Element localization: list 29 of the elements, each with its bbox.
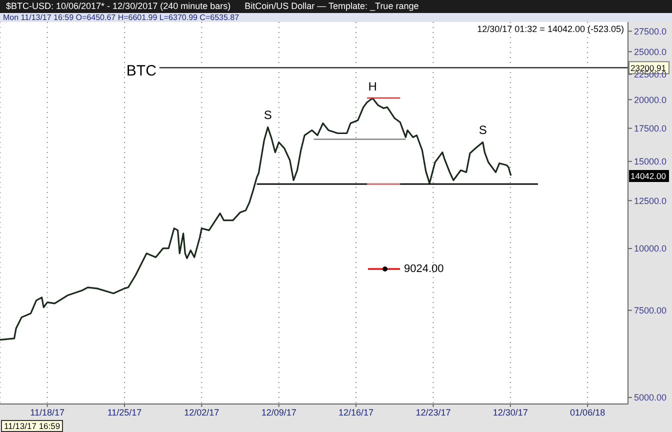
x-tick-label: 11/25/17 xyxy=(107,407,142,418)
x-tick-label: 12/02/17 xyxy=(184,407,220,418)
text: Mon 11/13/17 16:59 O=6450.67 H=6601.99 L=6370.99 C=6535.87 xyxy=(0,13,672,22)
text: 11/13/17 16:59 xyxy=(1,420,64,432)
y-tick-label: 15000.0 xyxy=(634,156,667,167)
text: 14042.00 xyxy=(629,170,669,182)
y-tick-label: 12500.0 xyxy=(634,196,667,206)
annotation: BTC xyxy=(126,62,157,80)
x-tick-label: 12/30/17 xyxy=(492,407,528,418)
annotation: H xyxy=(368,79,377,94)
annotation: S xyxy=(478,123,487,138)
annotation: 9024.00 xyxy=(404,263,444,275)
x-tick-label: 12/23/17 xyxy=(416,407,451,418)
x-tick-label: 01/06/18 xyxy=(570,407,606,418)
y-tick-label: 5000.00 xyxy=(634,392,667,403)
chart-title: $BTC-USD: 10/06/2017* - 12/30/2017 (240 minute bars) xyxy=(6,1,231,11)
y-tick-label: 20000.0 xyxy=(634,94,667,105)
annotation: S xyxy=(264,108,272,122)
y-tick-label: 10000.0 xyxy=(634,244,667,254)
line-series xyxy=(0,97,512,341)
x-tick-label: 12/09/17 xyxy=(261,407,296,418)
y-tick-label: 27500.0 xyxy=(634,26,667,36)
x-tick-label: 12/16/17 xyxy=(338,407,374,418)
y-tick-label: 7500.00 xyxy=(634,306,667,316)
y-tick-label: 17500.0 xyxy=(634,123,667,134)
annotation: 12/30/17 01:32 = 14042.00 (-523.05) xyxy=(477,24,624,34)
y-tick-label: 25000.0 xyxy=(634,46,667,57)
x-tick-label: 11/18/17 xyxy=(30,407,65,418)
chart-subtitle: BitCoin/US Dollar — Template: _True range xyxy=(244,1,419,11)
